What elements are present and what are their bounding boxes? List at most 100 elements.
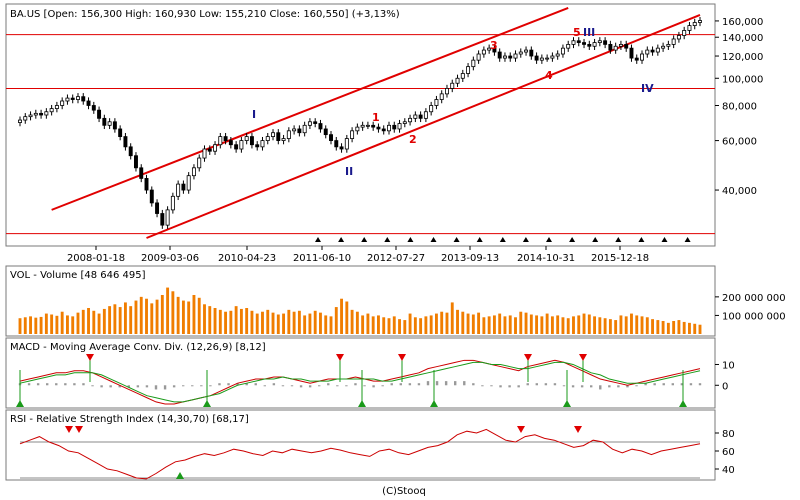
macd-histogram-bar [363,385,366,387]
bottom-marker [476,237,483,242]
date-tick-label: 2013-09-13 [441,253,499,264]
candle-body [160,213,165,226]
rsi-markers [65,426,582,479]
volume-bar [113,304,117,334]
volume-bar [608,319,612,334]
macd-histogram-bar [263,385,266,387]
volume-bar [66,315,69,334]
volume-bar [71,316,75,334]
macd-histogram-bar [308,385,312,388]
macd-histogram-bar [82,383,85,386]
macd-sell-marker [524,354,532,361]
candle-body [582,42,587,45]
candle-body [397,123,402,130]
trend-channel [51,6,701,239]
volume-bar [529,314,533,334]
volume-bar [319,312,322,334]
volume-bar [456,309,459,334]
macd-histogram-bar [381,385,384,387]
macd-histogram-bar [318,385,321,387]
volume-bar [60,311,64,334]
candle-body [423,111,428,119]
macd-histogram-bar [299,385,303,388]
macd-histogram-bar [91,385,94,387]
volume-bar [213,308,217,334]
bottom-marker [569,237,576,242]
volume-bar [424,316,428,334]
candle-body [239,140,244,150]
candle-body [445,88,449,95]
macd-histogram-bar [399,383,402,386]
candle-body [392,124,397,130]
volume-bar [218,309,222,334]
bottom-marker [499,237,506,242]
volume-bar [239,308,243,334]
macd-line [19,359,701,405]
candle-body [476,53,481,61]
candle-body [112,121,117,130]
macd-histogram-bar [372,385,375,388]
bottom-marker [592,237,599,242]
rsi-sell-marker [65,426,73,433]
volume-bar [29,316,32,334]
candle-body [286,130,291,139]
volume-bar [572,316,575,334]
candle-body [682,30,687,36]
candle-body [271,132,275,137]
candle-body [255,144,260,148]
volume-bar [18,318,22,334]
volume-bar [550,316,554,334]
volume-bar [693,323,697,334]
volume-bars [18,287,702,334]
rsi-y-ticks: 80 60 40 [715,429,735,476]
rsi-line [19,428,701,480]
volume-bar [366,313,370,334]
volume-panel: VOL - Volume [48 646 495] 200 000 000 100… [5,265,786,337]
candle-body [186,175,191,191]
candle-body [60,100,65,106]
candle-body [502,55,507,59]
volume-bar [619,315,623,334]
candle-body [539,57,544,61]
volume-bar [324,315,328,334]
macd-buy-marker [358,400,366,407]
candle-body [624,44,629,49]
candle-body [244,136,249,141]
macd-histogram-bar [472,383,475,386]
candle-body [76,96,80,100]
macd-histogram-bar [526,383,529,386]
macd-histogram-bar [499,385,502,388]
volume-bar [508,315,512,334]
volume-bar [593,316,597,334]
candle-body [381,128,386,132]
candle-body [371,124,376,128]
wave-label: 1 [372,111,380,124]
candle-body [365,124,370,127]
macd-histogram-bar [64,383,67,386]
macd-histogram-bar [444,381,448,386]
macd-histogram-bar [100,385,103,388]
rsi-sell-marker [75,426,83,433]
volume-bar [635,315,639,334]
candle-body [170,195,175,211]
candle-body [176,183,181,197]
volume-bar [81,309,85,334]
candle-body [497,51,502,59]
rsi-buy-marker [176,472,184,479]
candle-body [640,53,644,61]
date-tick-label: 2014-10-31 [517,253,575,264]
candle-body [107,121,112,126]
price-y-tick-label: 80,000 [722,101,757,112]
volume-bar [171,291,175,334]
candle-body [360,124,365,128]
volume-bar [403,320,407,334]
volume-bar [561,317,565,334]
macd-histogram-bar [36,383,40,386]
volume-bar [656,320,660,334]
macd-buy-marker [679,400,687,407]
volume-bar [55,315,59,334]
volume-bar [503,316,507,334]
candle-body [460,73,465,79]
candle-body [65,97,70,102]
price-panel: BA.US [Open: 156,300 High: 160,930 Low: … [5,3,763,247]
